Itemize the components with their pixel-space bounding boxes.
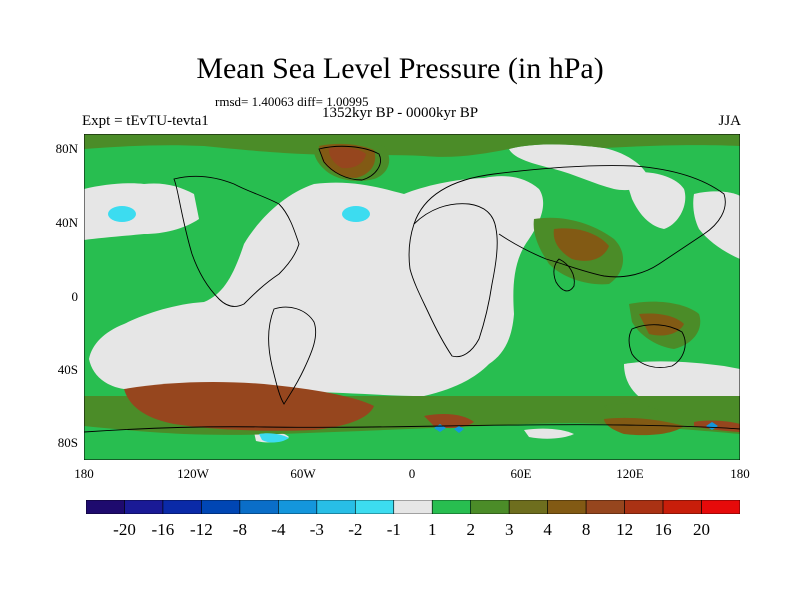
negative-anomaly-regions: [108, 206, 718, 443]
coastlines: [84, 145, 740, 433]
colorbar-swatch: [354, 500, 395, 514]
colorbar-label: 3: [504, 520, 514, 539]
colorbar-label: -4: [271, 520, 286, 539]
colorbar-swatch: [547, 500, 587, 514]
plot-title: Mean Sea Level Pressure (in hPa): [196, 52, 604, 85]
pressure-anomaly-map: [84, 134, 740, 460]
colorbar-label: 16: [654, 520, 672, 539]
colorbar-swatch: [162, 500, 202, 514]
stats-text: rmsd= 1.40063 diff= 1.00995: [215, 94, 369, 109]
lat-label-40s: 40S: [57, 362, 78, 377]
colorbar-swatch: [393, 500, 433, 514]
near-zero-regions: [84, 144, 740, 443]
lat-label-80n: 80N: [55, 141, 78, 156]
lon-label-120e: 120E: [616, 466, 644, 481]
lon-label-180w: 180: [74, 466, 94, 481]
colorbar-label: -12: [190, 520, 213, 539]
colorbar-label: 4: [543, 520, 552, 539]
colorbar-swatch: [470, 500, 510, 514]
colorbar-label: -2: [348, 520, 363, 539]
colorbar-swatch: [701, 500, 740, 514]
lat-label-0: 0: [71, 289, 79, 304]
colorbar-swatch: [585, 500, 625, 514]
colorbar-swatch: [124, 500, 164, 514]
season-label: JJA: [718, 113, 741, 129]
colorbar-label: -3: [309, 520, 324, 539]
colorbar-swatch: [662, 500, 702, 514]
colorbar-label: -16: [151, 520, 175, 539]
lon-label-60w: 60W: [290, 466, 316, 481]
colorbar-swatch: [239, 500, 279, 514]
lat-label-80s: 80S: [57, 435, 78, 450]
colorbar-swatch: [201, 500, 241, 514]
colorbar-swatch: [86, 500, 125, 514]
colorbar-swatch: [316, 500, 356, 514]
colorbar-label: -8: [232, 520, 247, 539]
colorbar-swatch: [431, 500, 472, 514]
colorbar-swatch: [508, 500, 548, 514]
colorbar-label: 2: [466, 520, 475, 539]
colorbar-label: 12: [616, 520, 634, 539]
lon-label-120w: 120W: [177, 466, 209, 481]
colorbar: [86, 500, 740, 514]
lat-label-40n: 40N: [55, 215, 78, 230]
colorbar-label: -20: [113, 520, 136, 539]
lon-label-60e: 60E: [510, 466, 532, 481]
colorbar-label: 1: [427, 520, 437, 539]
colorbar-label: 20: [693, 520, 710, 539]
period-subtitle: 1352kyr BP - 0000kyr BP: [321, 105, 479, 121]
colorbar-label: 8: [581, 520, 591, 539]
colorbar-swatch: [624, 500, 664, 514]
experiment-label: Expt = tEvTU-tevta1: [82, 113, 209, 129]
colorbar-swatch: [278, 500, 318, 514]
lon-label-0: 0: [408, 466, 416, 481]
lon-label-180e: 180: [730, 466, 750, 481]
colorbar-label: -1: [386, 520, 401, 539]
